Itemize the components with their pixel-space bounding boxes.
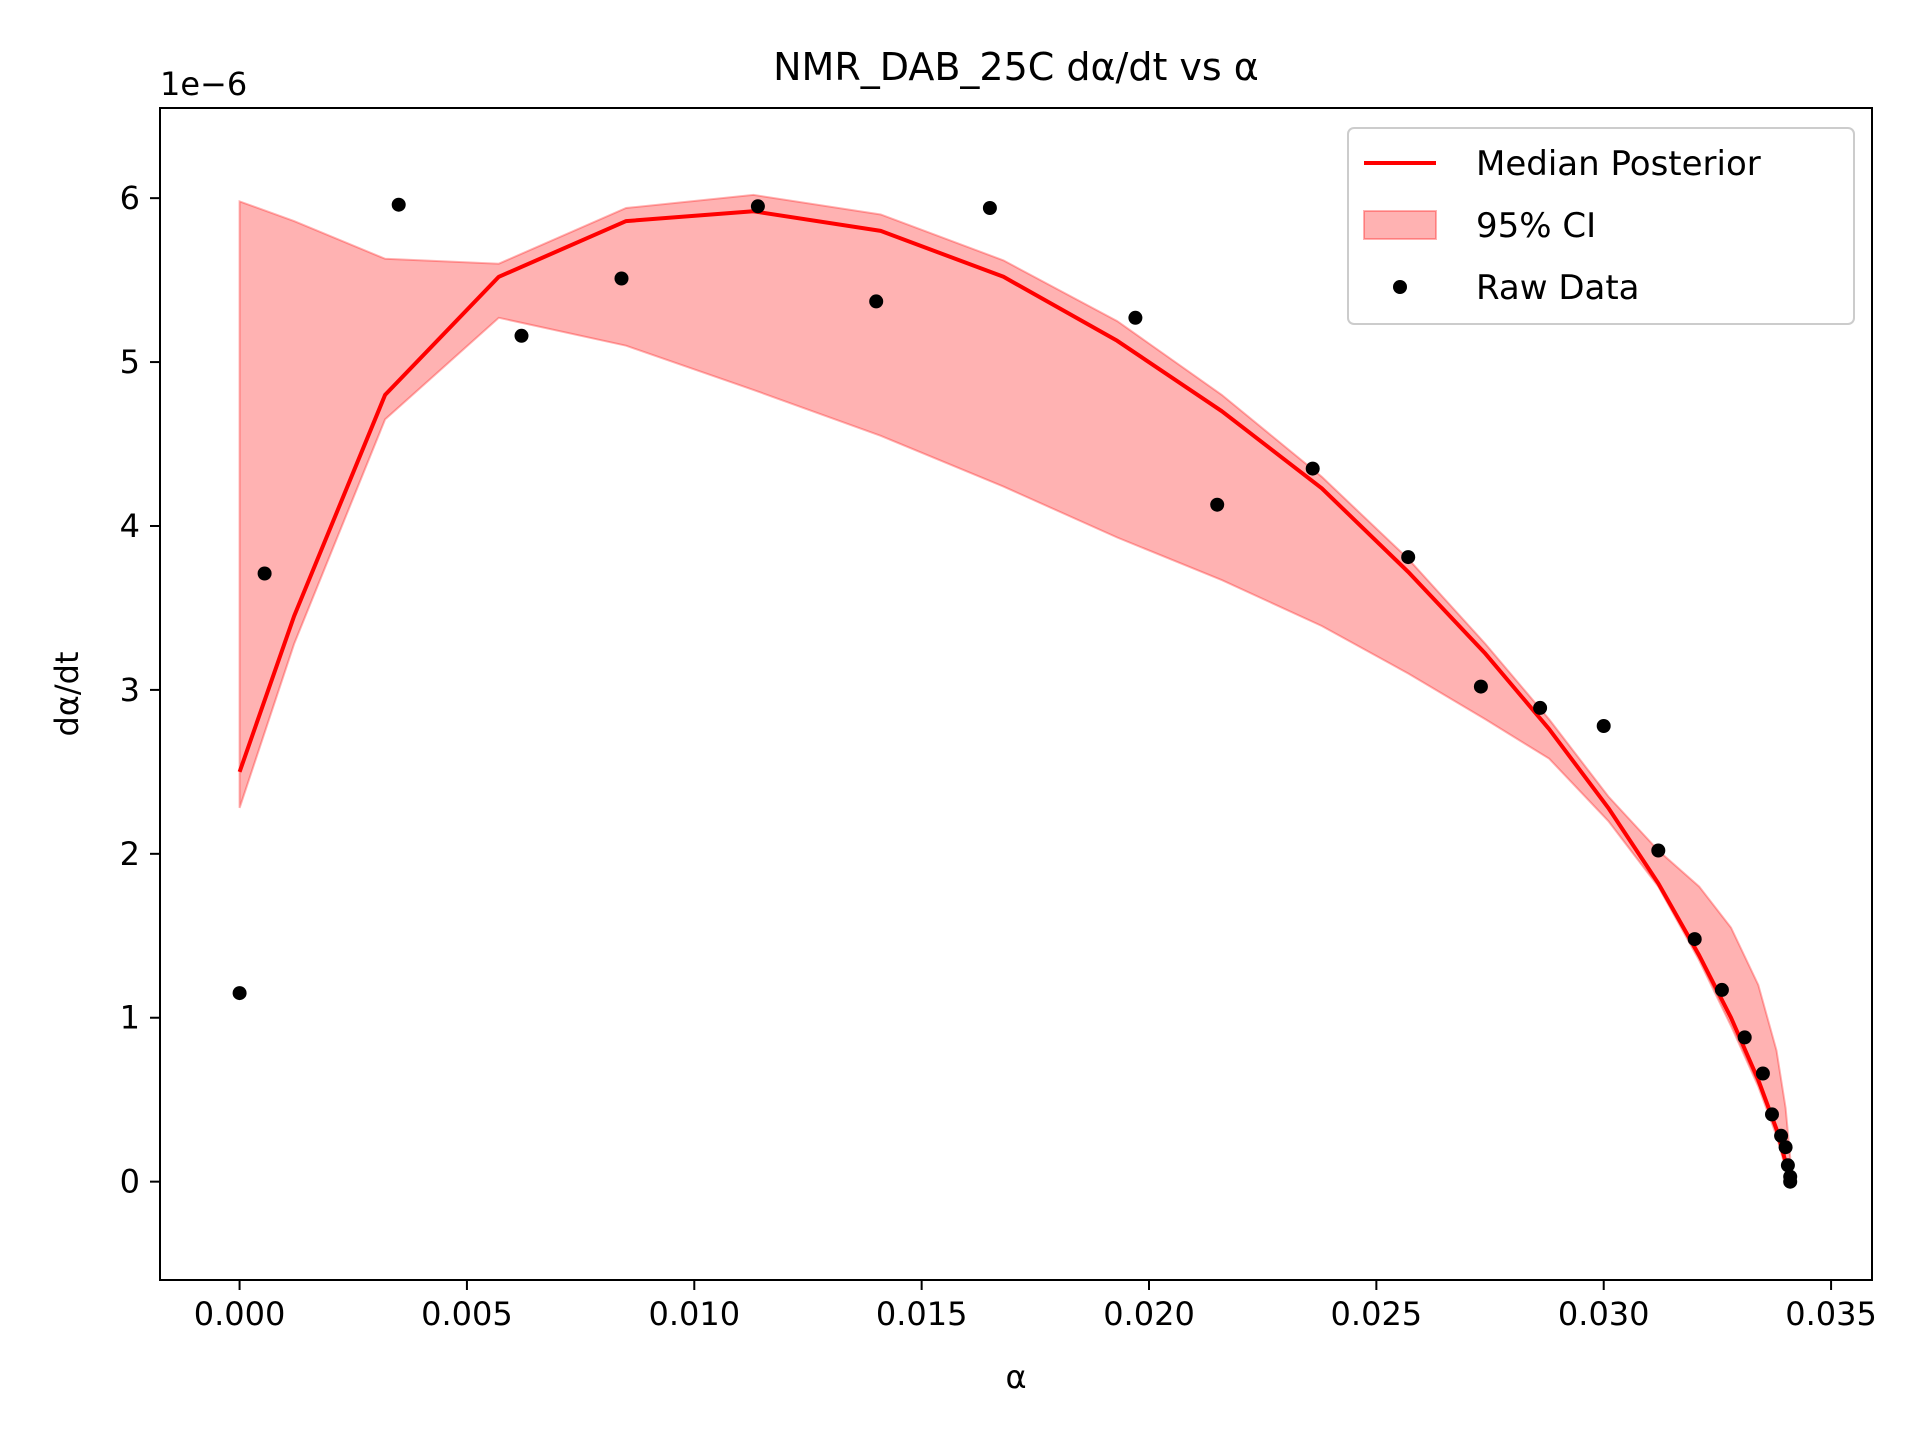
raw-data-point [869, 294, 884, 309]
legend-label: Raw Data [1476, 268, 1640, 308]
raw-data-point [1780, 1158, 1795, 1173]
x-tick-label: 0.030 [1558, 1295, 1650, 1333]
legend: Median Posterior 95% CI Raw Data [1347, 127, 1855, 325]
axes-frame [159, 107, 1873, 1281]
raw-data-point [1651, 843, 1666, 858]
x-axis: 0.000 0.005 0.010 0.015 0.020 0.025 0.030 0.035 [194, 1280, 1877, 1333]
raw-data-point [1533, 700, 1548, 715]
y-axis: 0 1 2 3 4 5 6 [120, 179, 160, 1201]
x-tick-label: 0.025 [1331, 1295, 1423, 1333]
y-tick-label: 5 [120, 343, 140, 381]
y-tick-label: 1 [120, 999, 140, 1037]
raw-data-point [391, 197, 406, 212]
y-tick-label: 4 [120, 507, 140, 545]
chart-title: NMR_DAB_25C dα/dt vs α [773, 45, 1259, 89]
raw-data-point [1714, 982, 1729, 997]
y-tick-label: 3 [120, 671, 140, 709]
raw-data-point [1778, 1140, 1793, 1155]
legend-box [1347, 127, 1855, 325]
legend-swatch-band [1363, 210, 1437, 240]
legend-label: 95% CI [1476, 206, 1596, 246]
x-tick-label: 0.035 [1785, 1295, 1877, 1333]
raw-data-point [1783, 1174, 1798, 1189]
median-posterior-line [237, 209, 1793, 1179]
x-tick-label: 0.000 [194, 1295, 286, 1333]
raw-data-point [1765, 1107, 1779, 1122]
x-tick-label: 0.020 [1103, 1295, 1195, 1333]
y-axis-label: dα/dt [48, 651, 86, 736]
x-tick-label: 0.015 [876, 1295, 968, 1333]
y-tick-label: 6 [120, 179, 140, 217]
raw-data-point [1737, 1030, 1752, 1045]
raw-data-point [514, 328, 529, 343]
raw-data-point [982, 201, 997, 215]
raw-data-point [1128, 310, 1143, 325]
y-tick-label: 0 [120, 1163, 140, 1201]
raw-data-point [1401, 550, 1416, 565]
raw-data-point [232, 986, 247, 1001]
x-tick-label: 0.005 [421, 1295, 513, 1333]
raw-data-point [1305, 461, 1320, 476]
raw-data-point [257, 566, 272, 581]
y-axis-offset-label: 1e−6 [160, 65, 247, 103]
raw-data-point [1210, 497, 1225, 512]
legend-swatch-marker [1393, 280, 1407, 294]
x-axis-label: α [1005, 1358, 1026, 1396]
raw-data-point [1755, 1066, 1770, 1081]
x-tick-label: 0.010 [648, 1295, 740, 1333]
raw-data-point [750, 199, 765, 214]
y-tick-label: 2 [120, 835, 140, 873]
raw-data-point [1687, 932, 1702, 947]
raw-data-point [1473, 679, 1488, 694]
raw-data-point [1774, 1128, 1789, 1143]
raw-data-point [1596, 719, 1611, 733]
plot-area [232, 193, 1798, 1189]
raw-data-point [614, 271, 629, 286]
legend-label: Median Posterior [1476, 144, 1761, 184]
